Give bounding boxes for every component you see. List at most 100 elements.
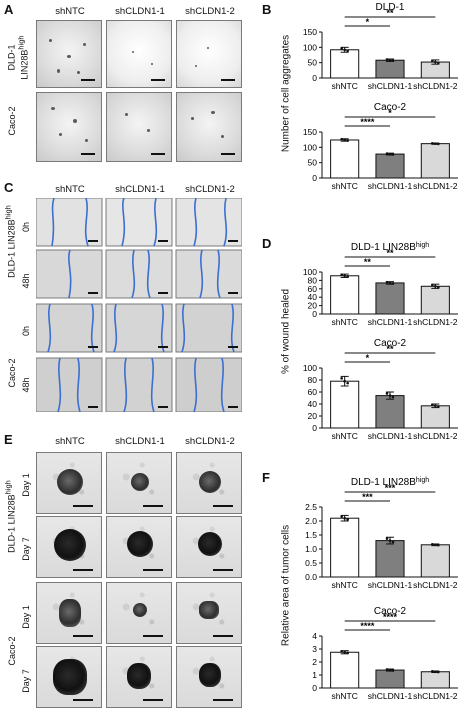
chart-title-f-4: DLD-1 LIN28Bhigh <box>351 477 429 489</box>
bar-b-1-1 <box>375 153 405 179</box>
y-tick-label-d-3-1: 20 <box>308 411 318 421</box>
chart-title-b-1: Caco-2 <box>374 102 407 113</box>
point-b-1-2-a <box>431 141 434 145</box>
y-tick-label-d-3-5: 100 <box>303 363 317 373</box>
x-tick-label-d-2-1: shCLDN1-1 <box>368 317 413 327</box>
y-tick-label-d-2-3: 60 <box>308 284 318 294</box>
significance-label-d-3-1: * <box>366 353 370 363</box>
bar-d-3-2 <box>420 405 450 429</box>
bar-b-1-0 <box>330 139 360 179</box>
y-tick-label-f-4-0: 0.0 <box>305 572 317 582</box>
x-tick-label-b-0-1: shCLDN1-1 <box>368 81 413 91</box>
x-tick-label-b-0-2: shCLDN1-2 <box>413 81 458 91</box>
micrograph-a-dld1-shcldn1-2 <box>176 20 242 88</box>
y-tick-label-f-4-3: 1.5 <box>305 530 317 540</box>
y-tick-label-d-3-0: 0 <box>312 423 317 433</box>
point-b-1-0-a <box>340 137 343 141</box>
spheroid-e-caco2-day7-shntc <box>36 646 102 708</box>
point-f-4-0-a <box>340 515 343 518</box>
y-tick-label-d-2-0: 0 <box>312 309 317 319</box>
x-tick-label-f-5-2: shCLDN1-2 <box>413 691 458 701</box>
bar-f-4-2 <box>420 544 450 578</box>
col-title-shcldn1-1-c: shCLDN1-1 <box>115 184 165 195</box>
col-title-shntc-e: shNTC <box>55 436 85 447</box>
spheroid-e-dld1-day1-shntc <box>36 452 102 514</box>
x-tick-label-f-4-0: shNTC <box>331 580 357 590</box>
panel-label-e: E <box>4 432 13 447</box>
point-d-3-0-c <box>343 379 346 383</box>
point-f-5-0-c <box>343 650 346 654</box>
micrograph-a-caco2-shntc <box>36 92 102 162</box>
significance-label-f-4-1: *** <box>362 492 373 502</box>
bar-f-5-0 <box>330 651 360 689</box>
bar-f-4-1 <box>375 540 405 578</box>
spheroid-e-caco2-day7-shcldn1-1 <box>106 646 172 708</box>
micrograph-a-dld1-shcldn1-1 <box>106 20 172 88</box>
point-f-5-1-a <box>385 668 389 671</box>
col-title-shcldn1-1-a: shCLDN1-1 <box>115 6 165 17</box>
micrograph-a-dld1-shntc <box>36 20 102 88</box>
point-f-4-1-c <box>388 539 392 542</box>
x-tick-label-f-5-0: shNTC <box>331 691 357 701</box>
x-tick-label-b-0-0: shNTC <box>331 81 357 91</box>
x-tick-label-d-2-2: shCLDN1-2 <box>413 317 458 327</box>
spheroid-e-dld1-day7-shntc <box>36 516 102 578</box>
significance-label-b-1-1: **** <box>360 117 375 127</box>
chart-title-d-3: Caco-2 <box>374 338 407 349</box>
point-f-5-0-a <box>340 650 343 653</box>
y-tick-label-f-5-1: 1 <box>312 670 317 680</box>
y-tick-label-f-4-5: 2.5 <box>305 502 317 512</box>
point-b-1-2-c <box>434 142 437 145</box>
x-tick-label-b-1-2: shCLDN1-2 <box>413 181 458 191</box>
x-tick-label-b-1-1: shCLDN1-1 <box>368 181 413 191</box>
significance-label-f-4-0: *** <box>385 483 396 493</box>
point-f-5-2-c <box>434 670 437 674</box>
point-b-1-2-b <box>437 142 440 146</box>
col-title-shcldn1-2-c: shCLDN1-2 <box>185 184 235 195</box>
x-tick-label-d-2-0: shNTC <box>331 317 357 327</box>
y-tick-label-d-3-4: 80 <box>308 375 318 385</box>
point-d-2-1-b <box>391 282 395 285</box>
point-f-5-1-b <box>391 669 395 672</box>
point-f-5-1-c <box>388 668 392 672</box>
x-tick-label-d-3-0: shNTC <box>331 431 357 441</box>
y-tick-label-b-1-1: 50 <box>308 158 318 168</box>
panel-label-a: A <box>4 2 14 17</box>
point-b-0-0-a <box>340 47 343 50</box>
point-b-0-2-c <box>434 60 437 64</box>
x-tick-label-b-1-0: shNTC <box>331 181 357 191</box>
bar-d-2-0 <box>330 275 360 315</box>
point-f-5-2-b <box>437 670 440 674</box>
col-title-shcldn1-2-a: shCLDN1-2 <box>185 6 235 17</box>
y-tick-label-f-5-0: 0 <box>312 683 317 693</box>
point-b-0-0-b <box>346 49 349 53</box>
point-d-2-0-b <box>346 275 349 278</box>
x-tick-label-d-3-2: shCLDN1-2 <box>413 431 458 441</box>
col-title-shcldn1-1-e: shCLDN1-1 <box>115 436 165 447</box>
y-tick-label-b-1-3: 150 <box>303 127 317 137</box>
point-d-3-0-b <box>346 381 349 385</box>
point-f-4-0-c <box>343 516 346 520</box>
point-d-2-2-a <box>431 283 434 287</box>
panel-label-b: B <box>262 2 272 17</box>
point-f-4-1-a <box>385 537 389 540</box>
significance-label-d-3-0: ** <box>386 344 394 354</box>
bar-d-2-2 <box>420 285 450 315</box>
point-b-0-1-a <box>385 58 389 61</box>
x-tick-label-d-3-1: shCLDN1-1 <box>368 431 413 441</box>
y-tick-label-f-5-3: 3 <box>312 644 317 654</box>
spheroid-e-caco2-day1-shcldn1-1 <box>106 582 172 644</box>
point-f-4-0-b <box>346 518 349 521</box>
y-tick-label-b-1-2: 100 <box>303 142 317 152</box>
point-d-3-1-a <box>385 392 389 395</box>
point-d-2-2-b <box>437 285 440 289</box>
significance-label-b-0-1: * <box>366 17 370 27</box>
bar-b-1-2 <box>420 143 450 179</box>
point-d-2-1-a <box>385 280 389 284</box>
point-b-0-1-c <box>388 58 392 62</box>
y-tick-label-b-0-3: 150 <box>303 27 317 37</box>
y-tick-label-b-0-0: 0 <box>312 73 317 83</box>
point-d-3-2-a <box>431 403 434 407</box>
significance-label-b-1-0: * <box>388 108 392 118</box>
